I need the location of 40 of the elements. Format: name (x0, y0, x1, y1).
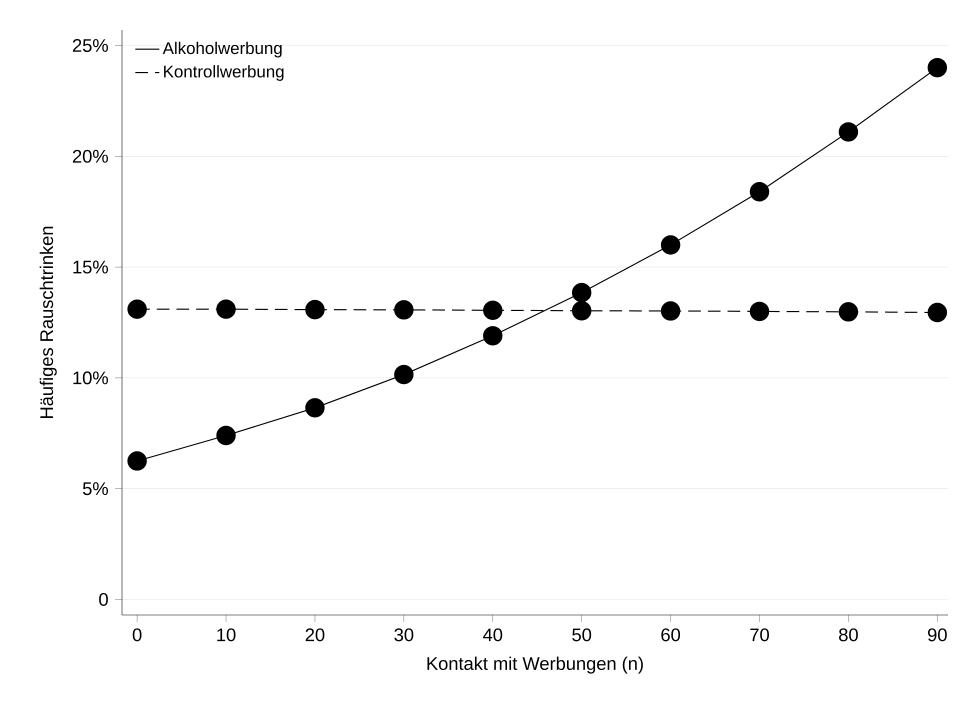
y-tick-label: 15% (73, 260, 108, 274)
point (660, 301, 680, 321)
point (483, 326, 502, 346)
point (928, 302, 948, 322)
legend-label: Alkoholwerbung (162, 42, 282, 58)
x-tick-label: 10 (217, 628, 236, 642)
point (750, 302, 770, 322)
legend-label: Kontrollwerbung (164, 65, 284, 81)
y-tick-label: 5% (82, 482, 108, 496)
point (216, 299, 236, 319)
point (394, 300, 414, 320)
y-tick-label: 0 (99, 593, 108, 606)
point (216, 426, 236, 446)
point (305, 398, 325, 418)
y-axis-title: Häufiges Rauschtrinken (40, 226, 57, 418)
point (572, 301, 592, 320)
x-tick-label: 0 (132, 628, 142, 642)
point (928, 58, 948, 78)
point (394, 364, 414, 384)
point (305, 300, 325, 320)
point (127, 451, 147, 471)
x-tick-label: 90 (928, 628, 947, 642)
point (572, 282, 592, 302)
x-tick-label: 80 (839, 628, 858, 642)
x-tick-label: 20 (306, 628, 324, 642)
x-tick-label: 60 (661, 628, 680, 642)
y-tick-label: 20% (72, 150, 108, 163)
point (838, 122, 858, 142)
point (660, 235, 680, 255)
x-axis-title: Kontakt mit Werbungen (n) (427, 656, 643, 674)
point (838, 302, 858, 322)
x-tick-label: 70 (750, 628, 769, 642)
x-tick-label: 40 (483, 628, 502, 642)
x-tick-label: 50 (572, 628, 592, 642)
point (127, 299, 147, 319)
x-tick-label: 30 (394, 628, 414, 642)
y-tick-label: 25% (72, 39, 108, 52)
y-tick-label: 10% (73, 371, 108, 384)
point (750, 182, 770, 202)
point (483, 300, 502, 320)
